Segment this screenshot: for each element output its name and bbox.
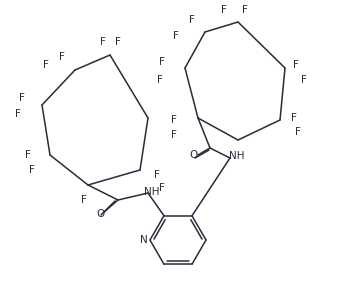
- Text: F: F: [159, 183, 165, 193]
- Text: F: F: [25, 150, 31, 160]
- Text: F: F: [157, 75, 163, 85]
- Text: NH: NH: [229, 151, 245, 161]
- Text: F: F: [81, 195, 87, 205]
- Text: F: F: [221, 5, 227, 15]
- Text: F: F: [19, 93, 25, 103]
- Text: F: F: [115, 37, 121, 47]
- Text: N: N: [140, 235, 148, 245]
- Text: F: F: [159, 57, 165, 67]
- Text: F: F: [100, 37, 106, 47]
- Text: F: F: [242, 5, 248, 15]
- Text: F: F: [59, 52, 65, 62]
- Text: F: F: [189, 15, 195, 25]
- Text: F: F: [15, 109, 21, 119]
- Text: F: F: [291, 113, 297, 123]
- Text: F: F: [295, 127, 301, 137]
- Text: O: O: [96, 209, 104, 219]
- Text: F: F: [171, 115, 177, 125]
- Text: F: F: [29, 165, 35, 175]
- Text: NH: NH: [144, 187, 160, 197]
- Text: F: F: [173, 31, 179, 41]
- Text: F: F: [154, 170, 160, 180]
- Text: F: F: [301, 75, 307, 85]
- Text: F: F: [293, 60, 299, 70]
- Text: F: F: [171, 130, 177, 140]
- Text: F: F: [43, 60, 49, 70]
- Text: O: O: [189, 150, 197, 160]
